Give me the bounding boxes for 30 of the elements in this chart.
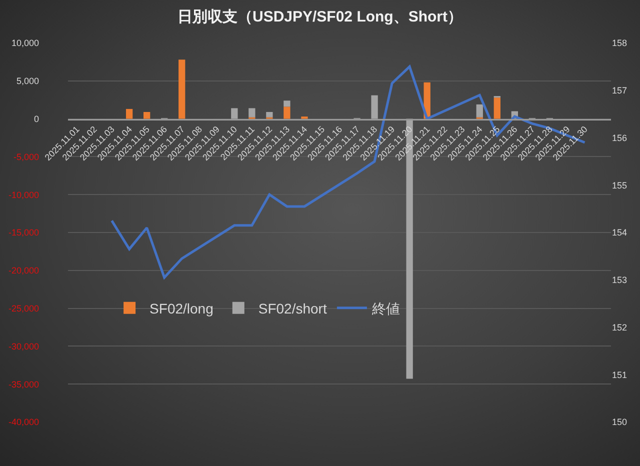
y-tick-label: 0 [34, 114, 39, 124]
y2-tick-label: 156 [612, 132, 628, 143]
y-tick-label: -20,000 [8, 266, 39, 276]
y-tick-label: -25,000 [8, 303, 39, 314]
y-tick-label: 10,000 [11, 38, 39, 48]
y2-tick-label: 154 [612, 228, 628, 238]
y2-tick-label: 153 [612, 275, 628, 286]
y2-tick-label: 152 [612, 322, 628, 332]
bar [178, 60, 186, 119]
legend-label: 終値 [370, 300, 400, 316]
y2-tick-label: 150 [612, 417, 628, 428]
y-tick-label: -35,000 [8, 379, 39, 390]
y-tick-label: -40,000 [8, 417, 39, 428]
bar [494, 98, 500, 119]
chart-title: 日別収支（USDJPY/SF02 Long、Short） [177, 8, 463, 26]
bar [143, 112, 150, 119]
y-tick-label: -10,000 [8, 190, 39, 200]
y2-tick-label: 157 [612, 86, 628, 96]
y-tick-label: 5,000 [16, 76, 39, 86]
y-tick-label: -30,000 [8, 341, 39, 352]
y2-tick-label: 155 [612, 180, 628, 190]
legend-label: SF02/short [258, 300, 327, 316]
y-tick-label: -5,000 [13, 152, 39, 162]
legend-label: SF02/long [150, 300, 214, 316]
bar [284, 100, 290, 107]
bar [126, 108, 133, 119]
bar [284, 106, 290, 119]
y2-tick-label: 151 [612, 370, 628, 380]
y2-tick-label: 158 [612, 38, 628, 48]
y-tick-label: -15,000 [8, 228, 39, 238]
